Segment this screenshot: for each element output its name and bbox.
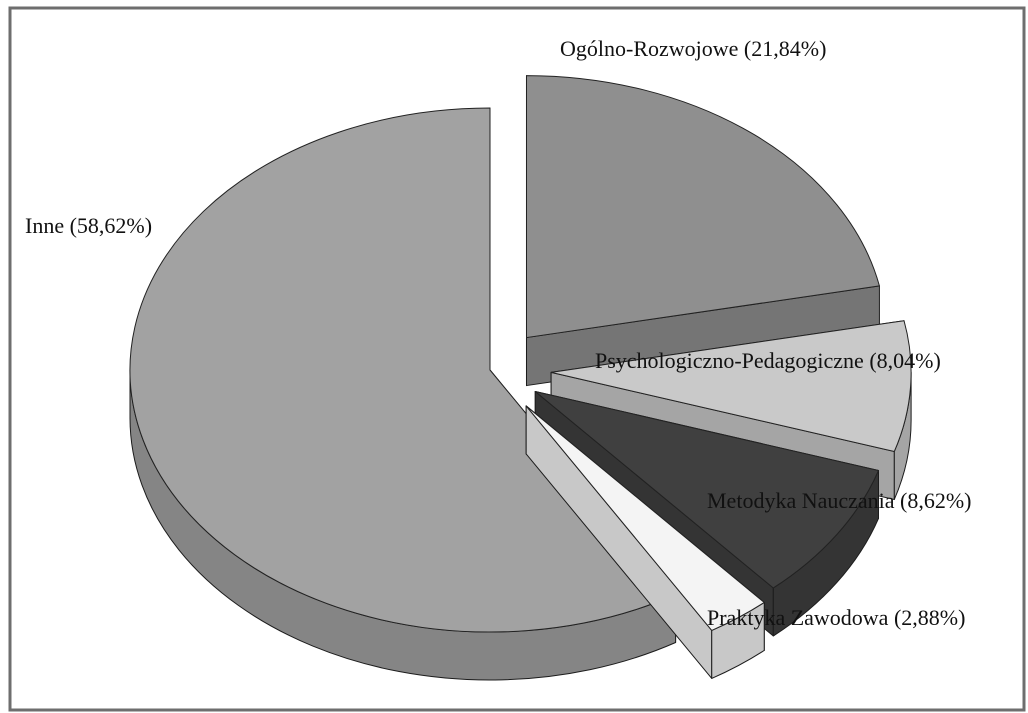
slice-top bbox=[525, 405, 765, 631]
value-label: (8,62%) bbox=[900, 488, 971, 513]
slice bbox=[525, 75, 880, 387]
value-label: (2,88%) bbox=[894, 605, 965, 630]
pie bbox=[129, 75, 912, 681]
value-label: (58,62%) bbox=[70, 213, 152, 238]
slice-label: Metodyka Nauczania (8,62%) bbox=[707, 488, 972, 513]
slice-top bbox=[534, 390, 879, 589]
category-name: Praktyka Zawodowa bbox=[707, 605, 889, 630]
value-label: (21,84%) bbox=[744, 36, 826, 61]
category-name: Metodyka Nauczania bbox=[707, 488, 895, 513]
category-name: Inne bbox=[25, 213, 64, 238]
category-name: Ogólno-Rozwojowe bbox=[560, 36, 738, 61]
slice-top bbox=[550, 320, 912, 452]
slice-label: Psychologiczno-Pedagogiczne (8,04%) bbox=[595, 348, 941, 373]
category-name: Psychologiczno-Pedagogiczne bbox=[595, 348, 864, 373]
slice-label: Ogólno-Rozwojowe (21,84%) bbox=[560, 36, 826, 61]
labels: Ogólno-Rozwojowe (21,84%) Psychologiczno-… bbox=[25, 36, 972, 630]
slice-label: Praktyka Zawodowa (2,88%) bbox=[707, 605, 965, 630]
slice bbox=[525, 405, 765, 679]
slice-top bbox=[129, 107, 677, 633]
slice-top bbox=[525, 75, 880, 339]
slice-label: Inne (58,62%) bbox=[25, 213, 152, 238]
value-label: (8,04%) bbox=[869, 348, 940, 373]
